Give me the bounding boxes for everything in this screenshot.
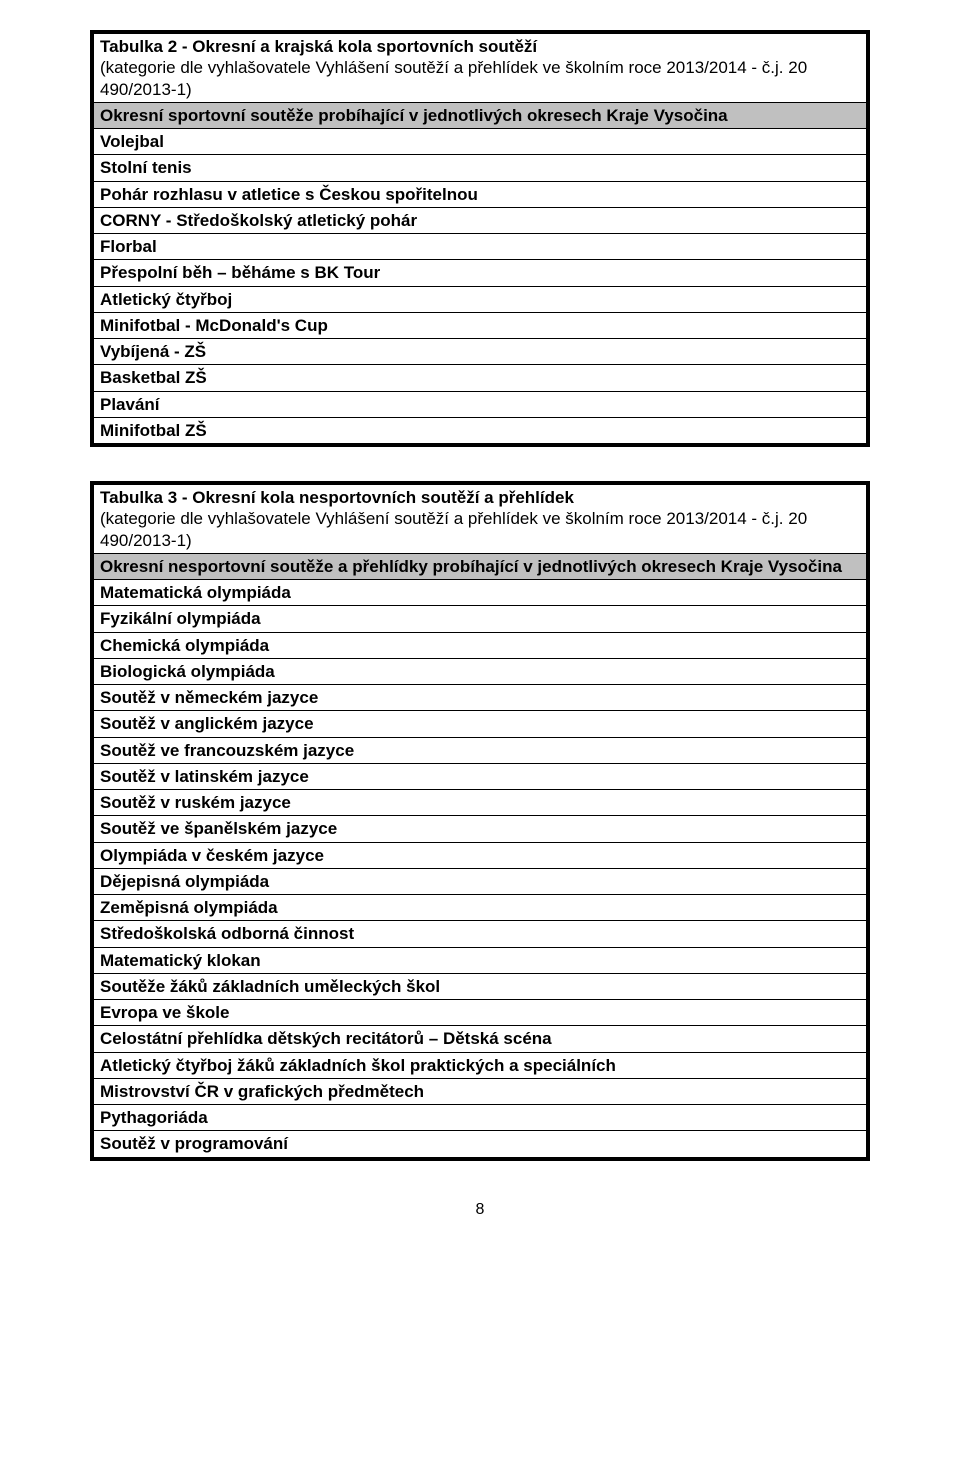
table-row: Minifotbal ZŠ — [92, 417, 868, 445]
page-number: 8 — [90, 1201, 870, 1219]
table-row: Olympiáda v českém jazyce — [92, 842, 868, 868]
table-3-subtitle: (kategorie dle vyhlašovatele Vyhlášení s… — [100, 509, 807, 549]
table-3: Tabulka 3 - Okresní kola nesportovních s… — [90, 481, 870, 1161]
table-3-header: Okresní nesportovní soutěže a přehlídky … — [92, 553, 868, 579]
table-3-title-cell: Tabulka 3 - Okresní kola nesportovních s… — [92, 483, 868, 553]
document-page: Tabulka 2 - Okresní a krajská kola sport… — [0, 0, 960, 1259]
table-row: Basketbal ZŠ — [92, 365, 868, 391]
table-row: Volejbal — [92, 129, 868, 155]
table-2: Tabulka 2 - Okresní a krajská kola sport… — [90, 30, 870, 447]
table-row: Chemická olympiáda — [92, 632, 868, 658]
table-row: Matematická olympiáda — [92, 580, 868, 606]
table-row: Zeměpisná olympiáda — [92, 895, 868, 921]
table-2-body: VolejbalStolní tenisPohár rozhlasu v atl… — [92, 129, 868, 446]
table-2-title-cell: Tabulka 2 - Okresní a krajská kola sport… — [92, 32, 868, 102]
table-2-subtitle: (kategorie dle vyhlašovatele Vyhlášení s… — [100, 58, 807, 98]
table-row: CORNY - Středoškolský atletický pohár — [92, 207, 868, 233]
table-row: Soutěž v programování — [92, 1131, 868, 1159]
table-row: Soutěž v ruském jazyce — [92, 790, 868, 816]
table-row: Minifotbal - McDonald's Cup — [92, 312, 868, 338]
table-2-header: Okresní sportovní soutěže probíhající v … — [92, 102, 868, 128]
table-row: Biologická olympiáda — [92, 658, 868, 684]
table-row: Florbal — [92, 234, 868, 260]
table-row: Dějepisná olympiáda — [92, 868, 868, 894]
table-row: Fyzikální olympiáda — [92, 606, 868, 632]
table-2-title: Tabulka 2 - Okresní a krajská kola sport… — [100, 37, 537, 56]
table-row: Stolní tenis — [92, 155, 868, 181]
table-row: Soutěž v latinském jazyce — [92, 763, 868, 789]
table-row: Mistrovství ČR v grafických předmětech — [92, 1078, 868, 1104]
table-row: Soutěž ve španělském jazyce — [92, 816, 868, 842]
table-row: Evropa ve škole — [92, 1000, 868, 1026]
table-row: Pohár rozhlasu v atletice s Českou spoři… — [92, 181, 868, 207]
table-row: Atletický čtyřboj žáků základních škol p… — [92, 1052, 868, 1078]
table-row: Plavání — [92, 391, 868, 417]
table-row: Středoškolská odborná činnost — [92, 921, 868, 947]
table-row: Celostátní přehlídka dětských recitátorů… — [92, 1026, 868, 1052]
table-row: Soutěž ve francouzském jazyce — [92, 737, 868, 763]
table-row: Atletický čtyřboj — [92, 286, 868, 312]
table-row: Pythagoriáda — [92, 1105, 868, 1131]
table-3-body: Matematická olympiádaFyzikální olympiáda… — [92, 580, 868, 1159]
table-row: Přespolní běh – běháme s BK Tour — [92, 260, 868, 286]
table-row: Vybíjená - ZŠ — [92, 339, 868, 365]
table-3-title: Tabulka 3 - Okresní kola nesportovních s… — [100, 488, 574, 507]
table-row: Soutěž v německém jazyce — [92, 685, 868, 711]
table-row: Soutěže žáků základních uměleckých škol — [92, 973, 868, 999]
table-row: Matematický klokan — [92, 947, 868, 973]
table-row: Soutěž v anglickém jazyce — [92, 711, 868, 737]
